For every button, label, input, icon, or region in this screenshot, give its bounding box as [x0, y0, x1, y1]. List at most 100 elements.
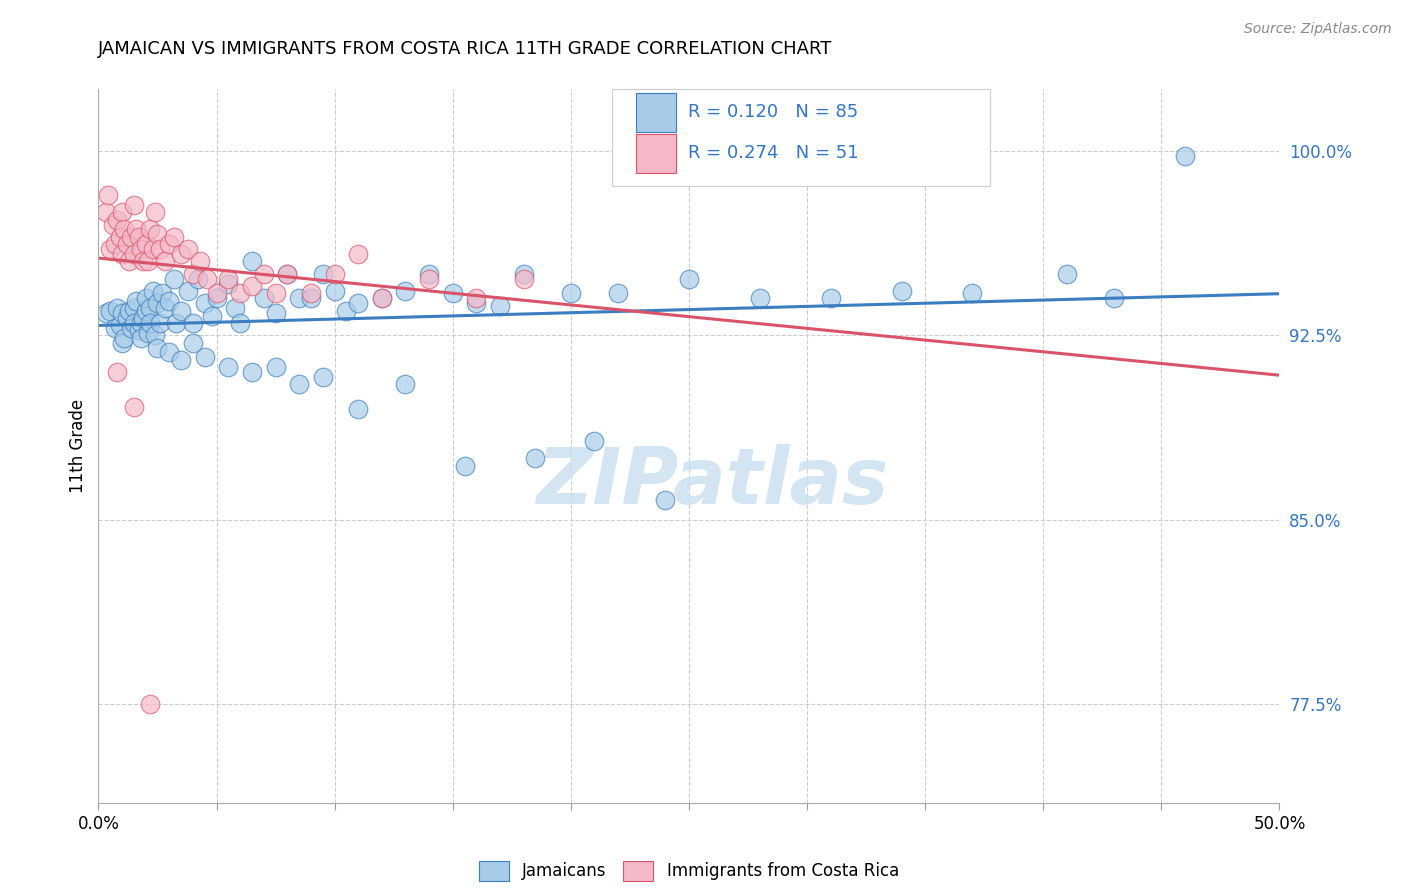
Text: JAMAICAN VS IMMIGRANTS FROM COSTA RICA 11TH GRADE CORRELATION CHART: JAMAICAN VS IMMIGRANTS FROM COSTA RICA 1… [98, 40, 832, 58]
Point [121, 230, 143, 244]
Point [111, 205, 134, 219]
Point [108, 230, 131, 244]
Point [129, 316, 152, 330]
Point [135, 237, 157, 252]
Point [97, 188, 120, 202]
Point [465, 296, 488, 310]
Point [489, 299, 512, 313]
Point [678, 271, 700, 285]
Point [229, 286, 252, 301]
Point [163, 230, 186, 244]
Point [323, 267, 346, 281]
Point [240, 365, 263, 379]
Point [465, 291, 488, 305]
Point [122, 247, 145, 261]
Point [441, 286, 464, 301]
Point [163, 271, 186, 285]
Point [654, 493, 676, 508]
Point [129, 242, 152, 256]
Point [157, 345, 180, 359]
Point [125, 293, 148, 308]
Point [150, 286, 173, 301]
Point [276, 267, 298, 281]
Point [101, 218, 124, 232]
Point [748, 291, 770, 305]
Point [1056, 267, 1078, 281]
Point [347, 296, 370, 310]
Point [170, 247, 193, 261]
Point [890, 284, 912, 298]
Point [371, 291, 394, 305]
Point [264, 360, 287, 375]
Point [153, 254, 176, 268]
Point [347, 247, 370, 261]
Point [962, 286, 984, 301]
Point [264, 306, 287, 320]
Point [98, 242, 121, 256]
Point [132, 254, 155, 268]
Point [181, 335, 204, 350]
Legend: Jamaicans, Immigrants from Costa Rica: Jamaicans, Immigrants from Costa Rica [472, 855, 905, 888]
Point [205, 286, 228, 301]
Point [139, 316, 162, 330]
Point [153, 301, 176, 316]
Point [108, 318, 131, 333]
Y-axis label: 11th Grade: 11th Grade [69, 399, 87, 493]
Point [418, 267, 440, 281]
Point [139, 301, 162, 316]
Point [94, 205, 117, 219]
Point [121, 321, 143, 335]
Point [195, 271, 218, 285]
Point [94, 306, 117, 320]
Point [111, 335, 134, 350]
Point [394, 377, 416, 392]
Point [181, 267, 204, 281]
Point [371, 291, 394, 305]
Text: R = 0.274   N = 51: R = 0.274 N = 51 [688, 145, 859, 162]
Point [1174, 148, 1197, 162]
Text: R = 0.120   N = 85: R = 0.120 N = 85 [688, 103, 858, 121]
Point [312, 370, 335, 384]
Point [253, 291, 276, 305]
Point [224, 301, 246, 316]
Text: Source: ZipAtlas.com: Source: ZipAtlas.com [1244, 22, 1392, 37]
Point [135, 303, 157, 318]
Point [201, 309, 224, 323]
Point [104, 237, 127, 252]
Point [132, 311, 155, 326]
Point [149, 316, 172, 330]
Point [146, 296, 169, 310]
Point [312, 267, 335, 281]
Point [122, 198, 145, 212]
Point [264, 286, 287, 301]
Point [111, 306, 134, 320]
Point [125, 222, 148, 236]
Point [240, 254, 263, 268]
Point [181, 316, 204, 330]
Point [512, 271, 534, 285]
Point [146, 341, 169, 355]
Point [157, 237, 180, 252]
Point [122, 400, 145, 414]
Point [105, 301, 128, 316]
Point [118, 254, 141, 268]
FancyBboxPatch shape [612, 89, 990, 186]
FancyBboxPatch shape [636, 93, 676, 132]
Point [194, 296, 217, 310]
Point [217, 271, 239, 285]
Point [122, 316, 145, 330]
Point [194, 351, 217, 365]
Point [217, 360, 239, 375]
Point [188, 254, 211, 268]
Point [240, 279, 263, 293]
Point [299, 291, 322, 305]
Point [229, 316, 252, 330]
Point [142, 242, 165, 256]
Point [136, 254, 159, 268]
Point [453, 458, 475, 473]
Point [142, 284, 165, 298]
Point [128, 323, 150, 337]
Point [323, 284, 346, 298]
Point [149, 242, 172, 256]
Text: ZIPatlas: ZIPatlas [537, 443, 889, 520]
